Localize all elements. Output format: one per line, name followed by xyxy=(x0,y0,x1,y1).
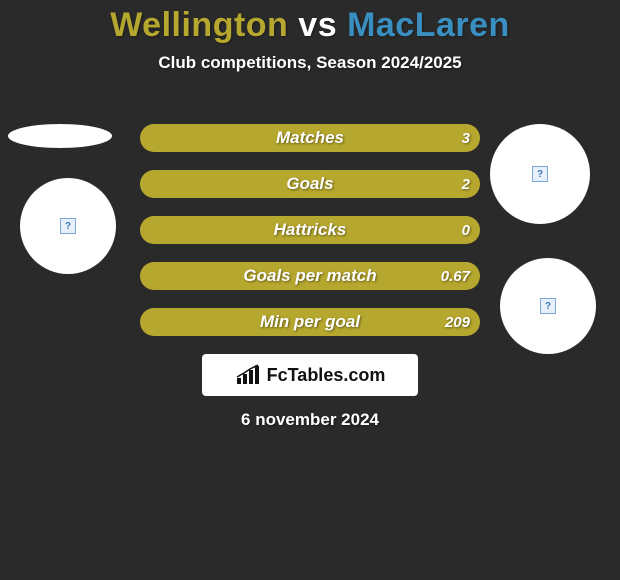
stat-row: Hattricks0 xyxy=(140,216,480,244)
stat-row: Min per goal209 xyxy=(140,308,480,336)
stat-label: Hattricks xyxy=(140,216,480,244)
date-text: 6 november 2024 xyxy=(0,410,620,430)
stat-row: Goals per match0.67 xyxy=(140,262,480,290)
club-badge-right-bottom: ? xyxy=(500,258,596,354)
ellipse-decoration-left xyxy=(8,124,112,148)
stat-label: Goals xyxy=(140,170,480,198)
stat-value-right: 209 xyxy=(445,308,470,336)
stat-value-right: 0 xyxy=(462,216,470,244)
player2-name: MacLaren xyxy=(347,6,510,44)
stat-value-right: 2 xyxy=(462,170,470,198)
vs-text: vs xyxy=(298,6,337,44)
comparison-title: Wellington vs MacLaren xyxy=(0,0,620,45)
placeholder-icon: ? xyxy=(60,218,76,234)
subtitle: Club competitions, Season 2024/2025 xyxy=(0,53,620,73)
stat-value-right: 0.67 xyxy=(441,262,470,290)
stat-row: Goals2 xyxy=(140,170,480,198)
stat-label: Min per goal xyxy=(140,308,480,336)
stats-bars: Matches3Goals2Hattricks0Goals per match0… xyxy=(140,124,480,354)
stat-label: Goals per match xyxy=(140,262,480,290)
placeholder-icon: ? xyxy=(532,166,548,182)
club-badge-left: ? xyxy=(20,178,116,274)
stat-value-right: 3 xyxy=(462,124,470,152)
brand-chart-icon xyxy=(235,364,261,386)
placeholder-icon: ? xyxy=(540,298,556,314)
brand-text: FcTables.com xyxy=(267,365,386,386)
stat-label: Matches xyxy=(140,124,480,152)
club-badge-right-top: ? xyxy=(490,124,590,224)
stat-row: Matches3 xyxy=(140,124,480,152)
player1-name: Wellington xyxy=(110,6,288,44)
brand-box[interactable]: FcTables.com xyxy=(202,354,418,396)
